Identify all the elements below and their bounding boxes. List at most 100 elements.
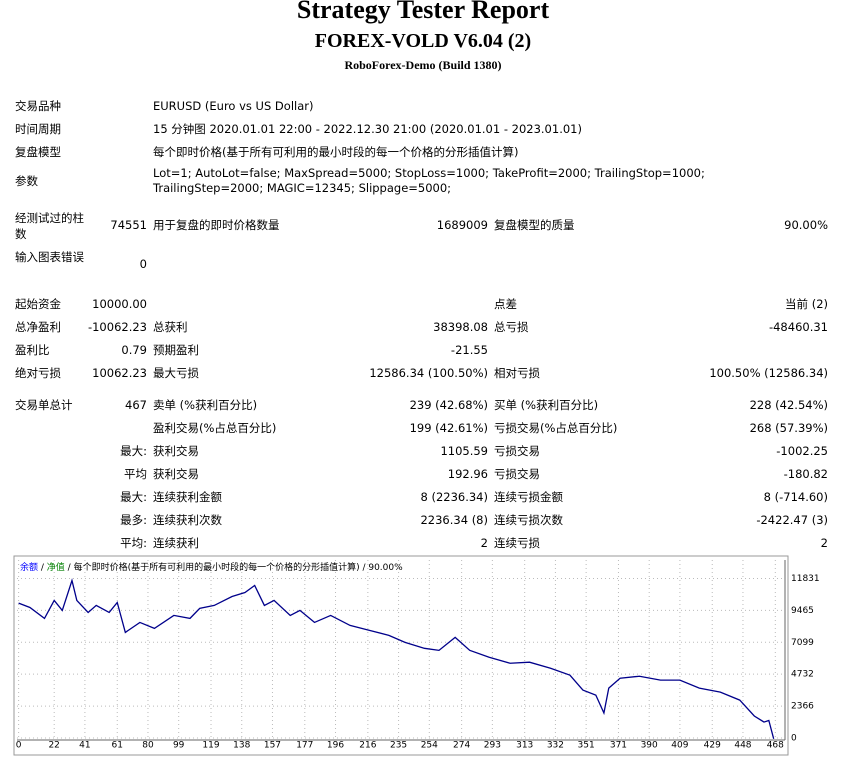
stat-label: 获利交易 <box>153 444 199 458</box>
y-tick-label: 7099 <box>791 638 814 648</box>
info-value: Lot=1; AutoLot=false; MaxSpread=5000; St… <box>153 166 705 195</box>
stat-label: 交易单总计 <box>15 398 73 412</box>
x-tick-label: 313 <box>516 741 533 751</box>
x-tick-label: 254 <box>421 741 438 751</box>
stat-label: 总亏损 <box>494 320 529 334</box>
x-tick-label: 80 <box>142 741 154 751</box>
stat-label: 总净盈利 <box>15 320 61 334</box>
stat-label: 总获利 <box>153 320 188 334</box>
stat-label: 起始资金 <box>15 297 61 311</box>
x-tick-label: 216 <box>359 741 376 751</box>
stat-value: 228 (42.54%) <box>749 398 828 412</box>
stat-label: 盈利交易(%占总百分比) <box>153 421 277 435</box>
stat-value: 2 <box>480 536 488 550</box>
server: RoboForex-Demo (Build 1380) <box>344 58 502 72</box>
stat-value: 90.00% <box>784 218 828 232</box>
stat-value: 1105.59 <box>440 444 488 458</box>
stat-label: 经测试过的柱数 <box>15 211 84 241</box>
stat-label: 相对亏损 <box>494 366 540 380</box>
info-value: 每个即时价格(基于所有可利用的最小时段的每一个价格的分形插值计算) <box>153 145 519 159</box>
stat-label: 连续亏损 <box>494 536 540 550</box>
info-label: 参数 <box>15 174 38 188</box>
x-tick-label: 196 <box>327 741 344 751</box>
y-tick-label: 11831 <box>791 574 820 584</box>
stat-value: 38398.08 <box>433 320 488 334</box>
stat-label: 卖单 (%获利百分比) <box>153 398 258 412</box>
balance-line <box>18 578 775 739</box>
x-tick-label: 0 <box>16 741 22 751</box>
stat-label: 亏损交易(%占总百分比) <box>494 421 618 435</box>
stat-value: 74551 <box>110 218 147 232</box>
report-title: Strategy Tester Report <box>296 0 550 24</box>
stat-label: 连续亏损金额 <box>494 490 563 504</box>
x-tick-label: 409 <box>671 741 688 751</box>
stat-label: 最大亏损 <box>153 366 199 380</box>
info-label: 复盘模型 <box>15 145 61 159</box>
stat-value: 10000.00 <box>92 297 147 311</box>
stat-value: 268 (57.39%) <box>749 421 828 435</box>
legend-item: 90.00% <box>368 563 403 573</box>
x-tick-label: 41 <box>79 741 90 751</box>
stat-value: 0.79 <box>121 343 147 357</box>
x-tick-label: 468 <box>767 741 784 751</box>
stat-value: 0 <box>139 257 147 271</box>
legend-item: 余额 <box>20 561 38 573</box>
stat-label: 预期盈利 <box>153 343 199 357</box>
chart-frame <box>13 555 789 756</box>
info-label: 交易品种 <box>15 99 61 113</box>
x-tick-label: 138 <box>233 741 250 751</box>
balance-chart: 0 2366 4732 7099 9465 11831 0 22 41 61 80 99 119 138 1… <box>13 555 820 756</box>
x-tick-label: 351 <box>578 741 595 751</box>
x-tick-label: 177 <box>296 741 313 751</box>
stat-value: 平均 <box>124 467 147 481</box>
stat-value: 199 (42.61%) <box>409 421 488 435</box>
report-subtitle: FOREX-VOLD V6.04 (2) <box>314 30 532 52</box>
stat-label: 点差 <box>494 297 517 311</box>
stat-value: 平均: <box>120 536 147 550</box>
stat-value: -10062.23 <box>87 320 147 334</box>
x-tick-label: 119 <box>202 741 219 751</box>
stat-value: 当前 (2) <box>785 297 828 311</box>
x-tick-label: 99 <box>173 741 185 751</box>
stat-value: 8 (-714.60) <box>763 490 828 504</box>
stat-value: 10062.23 <box>92 366 147 380</box>
x-tick-label: 22 <box>48 741 59 751</box>
stat-value: -180.82 <box>783 467 828 481</box>
stat-label: 盈利比 <box>15 343 50 357</box>
info-value: 15 分钟图 2020.01.01 22:00 - 2022.12.30 21:… <box>153 122 582 136</box>
stat-value: 2236.34 (8) <box>420 513 488 527</box>
stat-label: 连续亏损次数 <box>494 513 563 527</box>
stat-value: 8 (2236.34) <box>420 490 488 504</box>
stat-value: 1689009 <box>436 218 488 232</box>
x-tick-label: 274 <box>453 741 470 751</box>
stat-value: -2422.47 (3) <box>756 513 828 527</box>
stat-label: 复盘模型的质量 <box>494 218 575 232</box>
stat-value: 2 <box>820 536 828 550</box>
stat-label: 亏损交易 <box>494 444 540 458</box>
stat-value: -48460.31 <box>768 320 828 334</box>
stat-value: -21.55 <box>450 343 488 357</box>
x-tick-label: 235 <box>390 741 407 751</box>
x-tick-label: 429 <box>704 741 721 751</box>
x-tick-label: 157 <box>264 741 281 751</box>
stat-label: 获利交易 <box>153 467 199 481</box>
x-tick-label: 448 <box>734 741 751 751</box>
stat-value: 100.50% (12586.34) <box>709 366 828 380</box>
stat-label: 输入图表错误 <box>15 250 84 264</box>
x-tick-label: 390 <box>641 741 658 751</box>
stat-value: 12586.34 (100.50%) <box>369 366 488 380</box>
y-tick-label: 0 <box>791 733 797 743</box>
legend-item: 每个即时价格(基于所有可利用的最小时段的每一个价格的分形插值计算) <box>74 561 360 573</box>
y-tick-label: 2366 <box>791 702 814 712</box>
y-tick-label: 4732 <box>791 670 814 680</box>
legend-item: 净值 <box>47 561 65 573</box>
stat-label: 买单 (%获利百分比) <box>494 398 599 412</box>
stat-value: -1002.25 <box>776 444 828 458</box>
stat-label: 连续获利金额 <box>153 490 222 504</box>
stat-label: 亏损交易 <box>494 467 540 481</box>
x-tick-label: 61 <box>112 741 123 751</box>
stat-label: 绝对亏损 <box>15 366 61 380</box>
stat-label: 连续获利次数 <box>153 513 222 527</box>
stat-label: 连续获利 <box>153 536 199 550</box>
